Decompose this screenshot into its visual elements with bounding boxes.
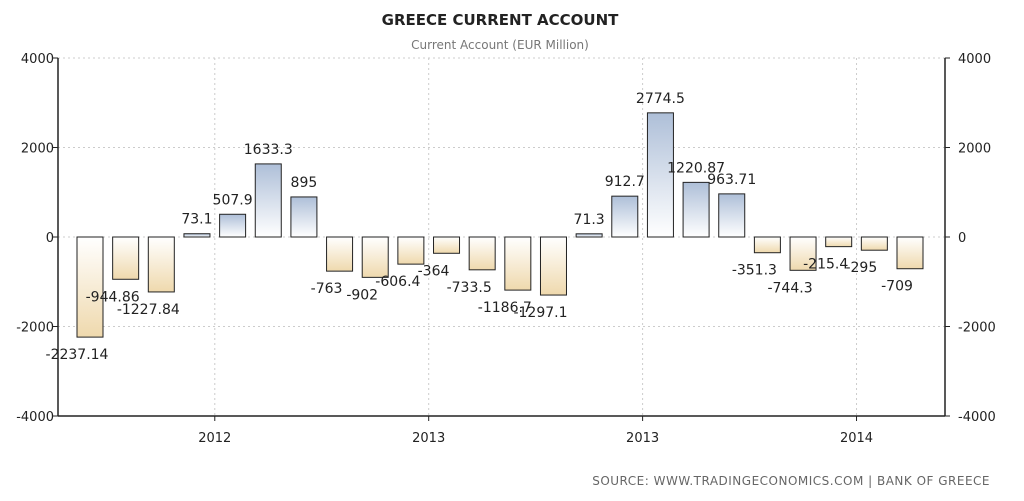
data-label: -902 xyxy=(346,287,378,303)
data-label: -744.3 xyxy=(767,280,812,296)
y-tick-label: -4000 xyxy=(16,410,54,425)
bar xyxy=(397,236,425,265)
x-tick-label: 2013 xyxy=(412,431,445,446)
bars xyxy=(76,112,924,338)
bar xyxy=(825,236,853,248)
data-label: -1297.1 xyxy=(513,305,567,321)
x-tick-label: 2013 xyxy=(626,431,659,446)
bar xyxy=(76,236,104,338)
data-label: -351.3 xyxy=(732,263,777,279)
y-tick-label: 4000 xyxy=(21,52,54,67)
source-credit: SOURCE: WWW.TRADINGECONOMICS.COM | BANK … xyxy=(592,474,990,488)
y-tick-label-right: 0 xyxy=(958,231,966,246)
bar xyxy=(361,236,389,278)
data-label: 73.1 xyxy=(181,212,212,228)
y-tick-label-right: -2000 xyxy=(958,321,996,336)
bar xyxy=(112,236,140,280)
bar xyxy=(219,213,247,238)
bar xyxy=(896,236,924,270)
data-label: 1220.87 xyxy=(667,160,725,176)
data-label: -1227.84 xyxy=(117,302,180,318)
data-label: -606.4 xyxy=(375,274,420,290)
bar xyxy=(718,193,746,238)
data-label: -2237.14 xyxy=(46,347,109,363)
y-tick-label-right: 2000 xyxy=(958,142,991,157)
data-label: 963.71 xyxy=(707,172,756,188)
bar xyxy=(504,236,532,291)
data-label: 1633.3 xyxy=(244,142,293,158)
bar xyxy=(433,236,461,254)
x-tick-label: 2014 xyxy=(840,431,873,446)
bar xyxy=(860,236,888,251)
bar xyxy=(290,196,318,238)
y-tick-label: -2000 xyxy=(16,321,54,336)
bar xyxy=(575,233,603,238)
y-tick-label: 2000 xyxy=(21,142,54,157)
y-tick-label: 0 xyxy=(46,231,54,246)
data-label: -733.5 xyxy=(447,280,492,296)
bar xyxy=(611,195,639,238)
data-label: -364 xyxy=(418,263,450,279)
bar xyxy=(646,112,674,238)
bar xyxy=(183,233,211,238)
data-label: -944.86 xyxy=(86,289,140,305)
data-label: -763 xyxy=(311,281,343,297)
chart-title: GREECE CURRENT ACCOUNT xyxy=(382,11,619,29)
chart-subtitle: Current Account (EUR Million) xyxy=(411,38,589,52)
data-label: 895 xyxy=(291,175,318,191)
axes: 4000 4000 2000 2000 0 0 -2000 -2000 -4000 -4000 20… xyxy=(16,52,996,446)
y-tick-label-right: -4000 xyxy=(958,410,996,425)
data-label: 71.3 xyxy=(574,212,605,228)
bar xyxy=(539,236,567,296)
bar xyxy=(789,236,817,271)
data-label: -295 xyxy=(845,260,877,276)
y-tick-label-right: 4000 xyxy=(958,52,991,67)
bar xyxy=(753,236,781,254)
bar xyxy=(326,236,354,272)
data-label: -709 xyxy=(881,279,913,295)
data-label: 912.7 xyxy=(605,174,645,190)
bar xyxy=(254,163,282,238)
data-label: -1186.7 xyxy=(478,300,532,316)
bar xyxy=(682,181,710,238)
data-label: 2774.5 xyxy=(636,91,685,107)
x-tick-label: 2012 xyxy=(198,431,231,446)
bar xyxy=(468,236,496,271)
data-label: -215.4 xyxy=(803,257,848,273)
data-label: 507.9 xyxy=(213,192,253,208)
bar xyxy=(147,236,175,293)
